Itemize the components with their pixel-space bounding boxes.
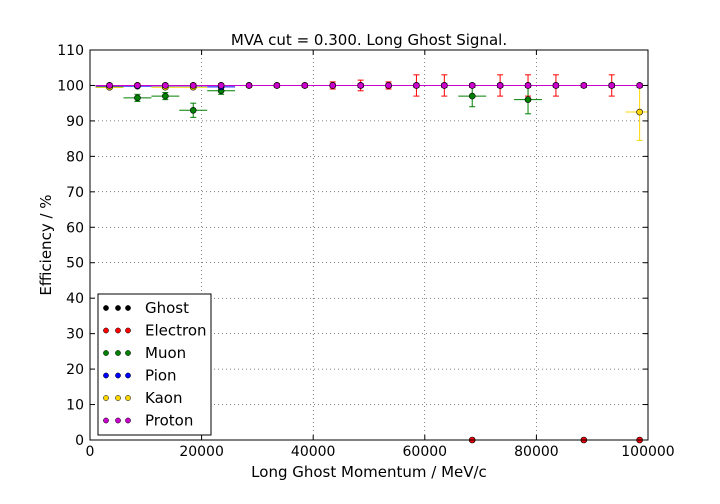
x-axis-title: Long Ghost Momentum / MeV/c xyxy=(251,463,487,481)
plot-frame xyxy=(89,49,649,441)
legend: Ghost Electron Muon Pion Kaon Proton xyxy=(97,293,212,436)
series-layer xyxy=(95,74,648,444)
x-tick-label: 60000 xyxy=(403,444,448,460)
legend-label: Muon xyxy=(145,344,186,362)
legend-marker xyxy=(125,350,131,356)
legend-marker xyxy=(103,305,109,311)
legend-marker xyxy=(115,350,121,356)
legend-marker xyxy=(115,327,121,334)
y-tick-label: 110 xyxy=(57,43,84,59)
legend-marker xyxy=(103,417,109,424)
legend-marker xyxy=(103,395,109,401)
data-point xyxy=(636,82,643,89)
chart-title: MVA cut = 0.300. Long Ghost Signal. xyxy=(231,31,507,49)
legend-marker xyxy=(125,395,131,401)
axis-ticks: 0 20000 40000 60000 80000 100000 0 10 20 30 40 50 60… xyxy=(57,43,674,460)
legend-label: Kaon xyxy=(145,389,182,407)
legend-marker xyxy=(115,417,121,424)
y-tick-label: 50 xyxy=(66,256,84,272)
legend-marker xyxy=(103,350,109,356)
data-point xyxy=(134,94,141,102)
data-point xyxy=(189,82,197,89)
data-point xyxy=(273,82,281,89)
legend-label: Pion xyxy=(145,367,177,385)
legend-box xyxy=(97,293,212,436)
data-point xyxy=(106,82,113,89)
data-point xyxy=(189,106,197,114)
data-point xyxy=(441,82,448,89)
legend-marker xyxy=(125,327,131,334)
data-point xyxy=(413,82,420,89)
legend-marker xyxy=(125,417,131,424)
data-point xyxy=(217,82,225,89)
data-point xyxy=(468,82,476,89)
x-tick-label: 20000 xyxy=(179,444,224,460)
data-point xyxy=(134,82,141,89)
data-point xyxy=(162,82,169,89)
legend-marker xyxy=(115,305,121,311)
legend-label: Electron xyxy=(145,322,207,340)
legend-marker xyxy=(125,372,131,379)
legend-marker xyxy=(125,305,131,311)
y-tick-label: 20 xyxy=(66,362,84,378)
x-tick-label: 0 xyxy=(86,444,95,460)
y-tick-label: 100 xyxy=(57,78,84,94)
y-tick-label: 30 xyxy=(66,327,84,343)
data-point xyxy=(385,82,392,89)
legend-label: Proton xyxy=(145,412,193,430)
x-tick-label: 100000 xyxy=(621,444,674,460)
data-point xyxy=(524,82,532,89)
data-point xyxy=(357,82,364,89)
y-tick-label: 80 xyxy=(66,149,84,165)
y-tick-label: 90 xyxy=(66,114,84,130)
data-point xyxy=(524,96,532,103)
legend-marker xyxy=(115,372,121,379)
data-point xyxy=(162,92,169,100)
legend-marker xyxy=(115,395,121,401)
y-tick-label: 10 xyxy=(66,398,84,414)
data-point xyxy=(245,82,253,89)
y-tick-label: 70 xyxy=(66,185,84,201)
x-tick-label: 80000 xyxy=(514,444,559,460)
data-point xyxy=(301,82,309,89)
y-tick-label: 0 xyxy=(75,433,84,449)
data-point xyxy=(580,82,588,89)
legend-marker xyxy=(103,372,109,379)
data-point xyxy=(329,82,337,89)
y-tick-label: 40 xyxy=(66,291,84,307)
data-point xyxy=(468,92,476,100)
y-axis-title: Efficiency / % xyxy=(37,194,55,295)
data-point xyxy=(552,82,560,89)
y-tick-label: 60 xyxy=(66,220,84,236)
data-point xyxy=(636,108,643,116)
legend-marker xyxy=(103,327,109,334)
legend-label: Ghost xyxy=(145,299,189,317)
data-point xyxy=(496,82,504,89)
data-point xyxy=(608,82,616,89)
x-tick-label: 40000 xyxy=(291,444,336,460)
